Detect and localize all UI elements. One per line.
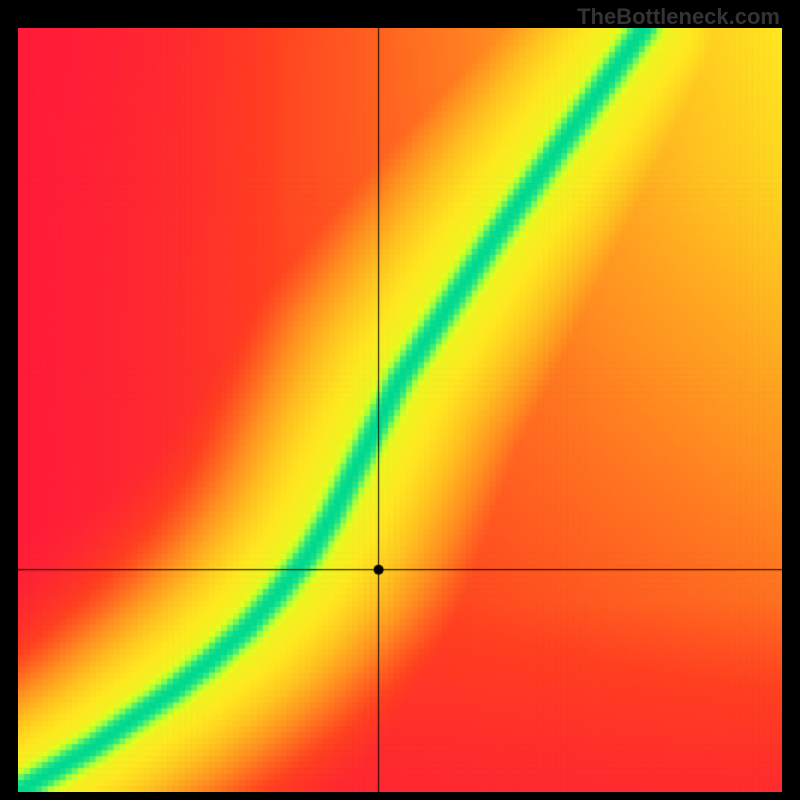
heatmap-plot — [18, 28, 782, 792]
watermark-text: TheBottleneck.com — [577, 4, 780, 30]
